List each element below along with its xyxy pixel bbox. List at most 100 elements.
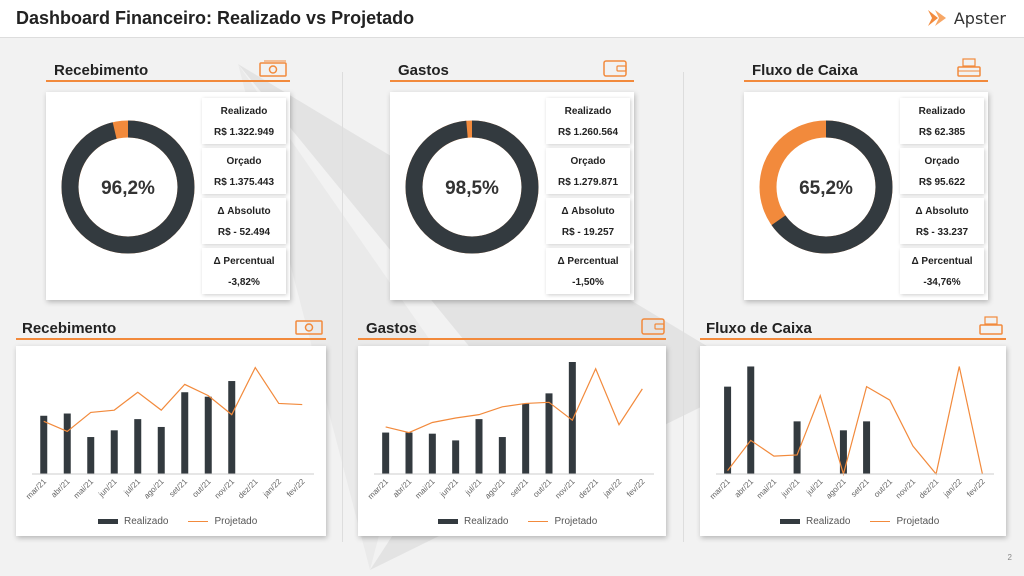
logo-text: Apster — [953, 8, 1006, 28]
donut-percent: 65,2% — [799, 178, 853, 199]
logo: Apster — [926, 8, 1006, 28]
metric-value: -34,76% — [923, 277, 961, 288]
title-underline — [744, 80, 988, 82]
x-tick-label: set/21 — [508, 477, 530, 499]
bar-realizado-nov-21 — [568, 362, 576, 474]
x-tick-label: nov/21 — [894, 477, 918, 501]
donut-arc-realizado — [759, 120, 893, 254]
metric-label: Orçado — [924, 156, 960, 167]
legend-swatch-realizado — [438, 519, 458, 524]
bar-realizado-set-21 — [522, 403, 530, 474]
donut-arc-realizado — [61, 120, 195, 254]
bar-realizado-jun-21 — [793, 421, 801, 474]
x-tick-label: nov/21 — [213, 477, 237, 501]
combo-chart-gastos: mar/21 abr/21 mai/21 jun/21 jul/21 ago/21 set/… — [366, 362, 654, 501]
x-tick-label: nov/21 — [553, 477, 577, 501]
bar-realizado-nov-21 — [228, 381, 236, 474]
page-number: 2 — [1007, 553, 1012, 562]
x-tick-label: jul/21 — [122, 477, 143, 498]
bar-realizado-ago-21 — [157, 426, 165, 474]
metric-label: Realizado — [220, 106, 268, 117]
bar-realizado-ago-21 — [839, 430, 847, 474]
chart-card-fluxo-de-caixa: mar/21 abr/21 mai/21 jun/21 jul/21 ago/21 set/… — [700, 346, 1006, 536]
chart-legend: Realizado Projetado — [438, 516, 597, 527]
bar-realizado-jun-21 — [452, 440, 460, 474]
cash-register-icon — [957, 58, 981, 77]
metric-label: Δ Absoluto — [915, 206, 969, 217]
legend-swatch-projetado — [188, 520, 209, 523]
kpi-title-recebimento: Recebimento — [54, 62, 149, 79]
legend-label-realizado: Realizado — [124, 516, 169, 527]
bar-realizado-mai-21 — [87, 437, 95, 474]
bar-realizado-mar-21 — [724, 386, 732, 474]
metric-value: R$ - 33.237 — [915, 227, 969, 238]
legend-label-realizado: Realizado — [806, 516, 851, 527]
metric-delta-percentual: Δ Percentual -3,82% — [202, 248, 286, 294]
donut-chart-gastos: 98,5% — [405, 120, 539, 254]
x-tick-label: out/21 — [531, 477, 553, 499]
title-underline — [46, 80, 290, 82]
page-title: Dashboard Financeiro: Realizado vs Proje… — [16, 8, 415, 28]
chart-title-fluxo-de-caixa: Fluxo de Caixa — [706, 320, 812, 337]
metric-value: R$ 1.279.871 — [557, 177, 619, 188]
donut-arc-realizado — [405, 120, 539, 254]
metric-value: R$ - 52.494 — [217, 227, 271, 238]
x-tick-label: mai/21 — [413, 477, 437, 501]
metric-label: Orçado — [226, 156, 262, 167]
x-tick-label: abr/21 — [391, 477, 414, 500]
line-projetado — [727, 366, 984, 477]
column-divider — [342, 72, 343, 542]
donut-percent: 98,5% — [445, 178, 499, 199]
x-tick-label: ago/21 — [824, 477, 848, 501]
metric-delta-percentual: Δ Percentual -34,76% — [900, 248, 984, 294]
x-tick-label: out/21 — [191, 477, 213, 499]
metric-delta-absoluto: Δ Absoluto R$ - 52.494 — [202, 198, 286, 244]
chart-legend: Realizado Projetado — [780, 516, 939, 527]
x-tick-label: abr/21 — [733, 477, 756, 500]
x-tick-label: jul/21 — [463, 477, 484, 498]
bar-realizado-mar-21 — [382, 432, 390, 474]
line-projetado — [43, 366, 303, 433]
metric-orcado: Orçado R$ 95.622 — [900, 148, 984, 194]
title-underline — [700, 338, 1006, 340]
bar-realizado-abr-21 — [63, 413, 71, 474]
x-tick-label: fev/22 — [625, 477, 647, 499]
legend-swatch-projetado — [870, 520, 891, 523]
metric-value: R$ 1.260.564 — [557, 127, 619, 138]
line-projetado — [385, 367, 643, 434]
cash-icon — [259, 60, 287, 77]
bar-realizado-abr-21 — [747, 366, 755, 474]
bar-realizado-set-21 — [181, 392, 189, 474]
donut-chart-fluxo-de-caixa: 65,2% — [759, 120, 893, 254]
x-tick-label: dez/21 — [236, 477, 260, 501]
bar-realizado-set-21 — [863, 421, 871, 474]
donut-percent: 96,2% — [101, 178, 155, 199]
chart-title-recebimento: Recebimento — [22, 320, 117, 337]
x-tick-label: mai/21 — [755, 477, 779, 501]
x-tick-label: out/21 — [872, 477, 894, 499]
kpi-title-fluxo-de-caixa: Fluxo de Caixa — [752, 62, 858, 79]
legend-swatch-realizado — [98, 519, 118, 524]
metric-label: Δ Absoluto — [561, 206, 615, 217]
bar-realizado-mai-21 — [428, 433, 436, 474]
bar-realizado-mar-21 — [40, 415, 48, 474]
bar-realizado-ago-21 — [498, 437, 506, 474]
x-tick-label: mar/21 — [24, 477, 48, 501]
x-tick-label: ago/21 — [142, 477, 166, 501]
bar-realizado-jul-21 — [475, 419, 483, 474]
column-divider — [683, 72, 684, 542]
metric-delta-absoluto: Δ Absoluto R$ - 19.257 — [546, 198, 630, 244]
bar-realizado-out-21 — [545, 393, 553, 474]
legend-label-projetado: Projetado — [896, 516, 940, 527]
cash-register-icon — [979, 316, 1003, 335]
combo-chart-recebimento: mar/21 abr/21 mai/21 jun/21 jul/21 ago/21 set/… — [24, 366, 314, 501]
chart-card-recebimento: mar/21 abr/21 mai/21 jun/21 jul/21 ago/21 set/… — [16, 346, 326, 536]
metric-value: R$ - 19.257 — [561, 227, 615, 238]
metric-label: Realizado — [918, 106, 966, 117]
title-underline — [390, 80, 634, 82]
x-tick-label: set/21 — [849, 477, 871, 499]
wallet-icon — [641, 318, 665, 335]
legend-swatch-realizado — [780, 519, 800, 524]
bar-realizado-jul-21 — [134, 419, 142, 474]
top-bar: Dashboard Financeiro: Realizado vs Proje… — [0, 0, 1024, 38]
